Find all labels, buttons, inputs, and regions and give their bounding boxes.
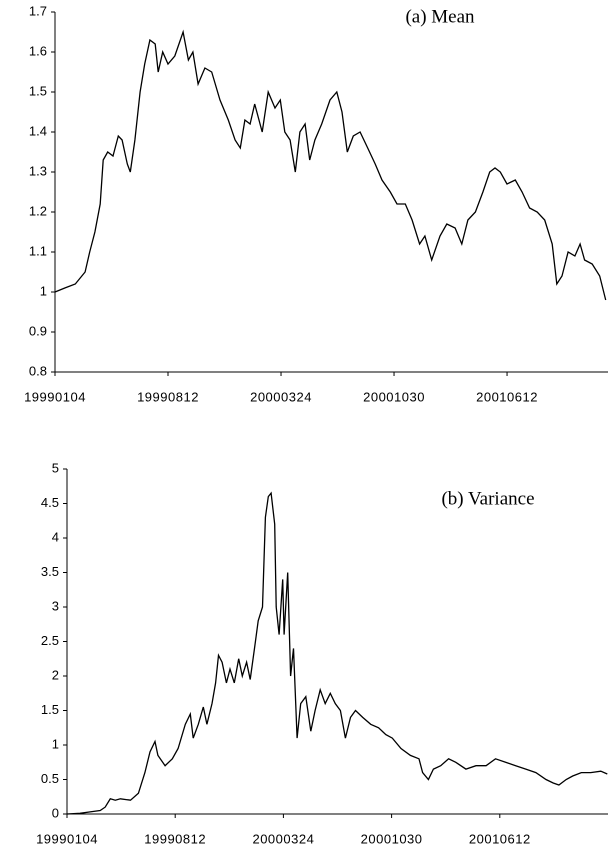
chart-title: (a) Mean [405, 6, 475, 27]
y-tick-label: 4.5 [41, 495, 59, 510]
y-tick-label: 2.5 [41, 633, 59, 648]
y-tick-label: 1.4 [29, 123, 47, 138]
x-tick-label: 20001030 [363, 389, 425, 404]
y-tick-label: 1 [52, 736, 59, 751]
x-tick-label: 19990104 [24, 389, 86, 404]
y-tick-label: 1.7 [29, 3, 47, 18]
x-tick-label: 20000324 [250, 389, 312, 404]
chart-title: (b) Variance [441, 488, 534, 509]
x-tick-label: 19990812 [137, 389, 199, 404]
y-tick-label: 4 [52, 529, 59, 544]
y-tick-label: 0.9 [29, 323, 47, 338]
y-tick-label: 1 [40, 283, 47, 298]
y-tick-label: 1.6 [29, 43, 47, 58]
y-tick-label: 0 [52, 805, 59, 820]
data-line [66, 491, 608, 815]
y-tick-label: 1.2 [29, 203, 47, 218]
y-tick-label: 1.1 [29, 243, 47, 258]
y-tick-label: 1.3 [29, 163, 47, 178]
x-tick-label: 19990104 [36, 831, 98, 846]
x-tick-label: 20010612 [469, 831, 531, 846]
y-tick-label: 0.5 [41, 771, 59, 786]
x-tick-label: 20010612 [476, 389, 538, 404]
y-tick-label: 1.5 [29, 83, 47, 98]
y-tick-label: 2 [52, 667, 59, 682]
y-tick-label: 3.5 [41, 564, 59, 579]
y-tick-label: 5 [52, 460, 59, 475]
y-tick-label: 3 [52, 598, 59, 613]
y-tick-label: 1.5 [41, 702, 59, 717]
x-tick-label: 20001030 [361, 831, 423, 846]
x-tick-label: 19990812 [144, 831, 206, 846]
data-line [54, 29, 607, 301]
x-tick-label: 20000324 [252, 831, 314, 846]
y-tick-label: 0.8 [29, 363, 47, 378]
